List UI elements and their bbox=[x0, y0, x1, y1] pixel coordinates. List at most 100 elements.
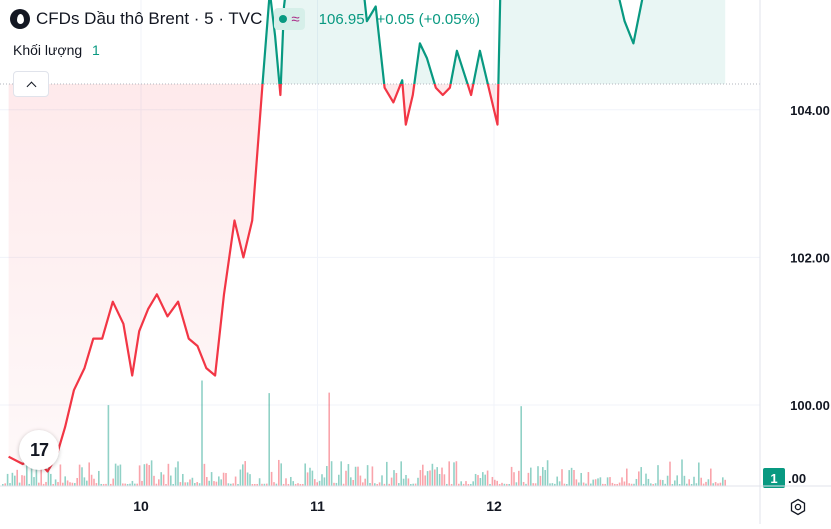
collapse-legend-button[interactable] bbox=[13, 71, 49, 97]
volume-bar bbox=[30, 463, 33, 486]
time-axis[interactable]: 10111215 bbox=[0, 485, 831, 514]
volume-bar bbox=[556, 476, 558, 486]
chart-settings-button[interactable] bbox=[787, 496, 809, 518]
volume-bar bbox=[352, 479, 354, 486]
volume-bar bbox=[323, 477, 326, 486]
volume-bar bbox=[503, 483, 506, 486]
volume-bar bbox=[230, 483, 232, 486]
volume-bar bbox=[28, 483, 30, 486]
volume-bar bbox=[486, 470, 489, 486]
volume-bar bbox=[479, 478, 482, 486]
volume-bar bbox=[371, 466, 374, 486]
volume-bar bbox=[676, 475, 678, 486]
volume-bar bbox=[659, 479, 662, 486]
volume-bar bbox=[196, 482, 198, 486]
volume-bar bbox=[220, 479, 222, 486]
volume-legend[interactable]: Khối lượng 1 bbox=[13, 42, 100, 58]
volume-bar bbox=[155, 483, 158, 486]
volume-bar bbox=[90, 474, 93, 486]
volume-bar bbox=[138, 465, 141, 486]
volume-bar bbox=[110, 483, 112, 486]
volume-bar bbox=[376, 484, 378, 486]
volume-bar bbox=[549, 483, 551, 486]
volume-bar bbox=[453, 462, 455, 486]
price-axis[interactable]: 100.00102.00104.00106.00108.00110.00106.… bbox=[759, 0, 830, 524]
volume-bar bbox=[383, 483, 386, 486]
volume-bar bbox=[530, 467, 532, 486]
volume-bar bbox=[419, 470, 422, 486]
volume-bar bbox=[165, 483, 167, 486]
volume-bar bbox=[513, 472, 515, 486]
volume-bar bbox=[316, 482, 318, 486]
volume-bar bbox=[719, 482, 722, 486]
area-fill-down bbox=[8, 83, 499, 472]
volume-bar bbox=[467, 483, 470, 486]
volume-bar bbox=[177, 461, 179, 486]
volume-bar bbox=[38, 482, 40, 486]
volume-bar bbox=[599, 477, 602, 486]
volume-bar bbox=[294, 483, 297, 486]
volume-bar bbox=[143, 464, 146, 486]
wave-icon: ≈ bbox=[291, 10, 300, 28]
volume-bar bbox=[203, 463, 206, 486]
volume-bar bbox=[448, 461, 450, 486]
volume-bar bbox=[71, 482, 74, 486]
volume-bar bbox=[414, 483, 417, 486]
y-tick-label: 104.00 bbox=[790, 103, 830, 118]
volume-bar bbox=[669, 461, 671, 486]
volume-bar bbox=[438, 474, 441, 486]
volume-bar bbox=[484, 474, 486, 486]
volume-bar bbox=[616, 483, 618, 486]
volume-bar bbox=[76, 477, 78, 486]
volume-bar bbox=[158, 479, 160, 486]
volume-bar bbox=[345, 470, 347, 486]
volume-bar bbox=[722, 477, 724, 486]
volume-bar bbox=[270, 471, 273, 486]
volume-bar bbox=[40, 468, 42, 486]
volume-bar bbox=[482, 472, 484, 486]
volume-bar bbox=[249, 474, 251, 486]
volume-bar bbox=[664, 483, 666, 486]
volume-bar bbox=[388, 483, 390, 486]
volume-bar bbox=[150, 460, 153, 486]
volume-bar bbox=[422, 464, 424, 486]
volume-bar bbox=[112, 478, 114, 486]
volume-bar bbox=[470, 483, 472, 486]
volume-bar bbox=[340, 461, 342, 486]
market-status-pill[interactable]: ≈ bbox=[274, 8, 305, 30]
volume-bar bbox=[582, 482, 585, 486]
volume-bar bbox=[42, 483, 45, 486]
price-line bbox=[8, 0, 644, 473]
y-tick-label: 102.00 bbox=[790, 250, 830, 265]
volume-bar bbox=[450, 483, 453, 486]
volume-bar bbox=[330, 461, 333, 486]
volume-bar bbox=[16, 469, 18, 486]
volume-bar bbox=[33, 477, 35, 486]
volume-bar bbox=[431, 463, 434, 486]
oil-drop-icon bbox=[10, 9, 30, 29]
x-tick-label: 11 bbox=[310, 498, 325, 514]
volume-bar bbox=[458, 483, 460, 486]
volume-bar bbox=[256, 483, 258, 486]
volume-bar bbox=[506, 483, 508, 486]
volume-bar bbox=[489, 483, 491, 486]
volume-bar bbox=[561, 469, 563, 486]
volume-bar bbox=[66, 480, 69, 486]
volume-bar bbox=[131, 480, 134, 486]
volume-bar bbox=[578, 482, 580, 486]
symbol-title[interactable]: CFDs Dầu thô Brent · 5 · TVC bbox=[36, 9, 263, 28]
volume-bar bbox=[153, 475, 155, 486]
volume-bar bbox=[347, 464, 350, 486]
tradingview-logo-icon[interactable]: 17 bbox=[19, 430, 59, 470]
area-fill bbox=[8, 0, 726, 472]
volume-bar bbox=[683, 475, 686, 486]
volume-bar bbox=[6, 473, 9, 486]
volume-bar bbox=[244, 461, 246, 486]
volume-bar bbox=[242, 464, 244, 486]
volume-bar bbox=[630, 483, 633, 486]
volume-bar bbox=[208, 480, 210, 486]
volume-bar bbox=[436, 467, 438, 486]
volume-bar bbox=[64, 476, 66, 486]
